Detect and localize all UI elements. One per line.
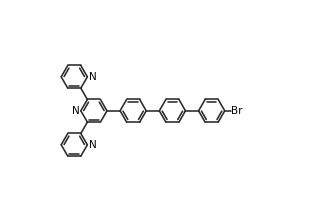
Text: N: N xyxy=(72,106,79,116)
Text: N: N xyxy=(89,140,96,150)
Text: Br: Br xyxy=(231,106,243,116)
Text: N: N xyxy=(89,72,96,82)
